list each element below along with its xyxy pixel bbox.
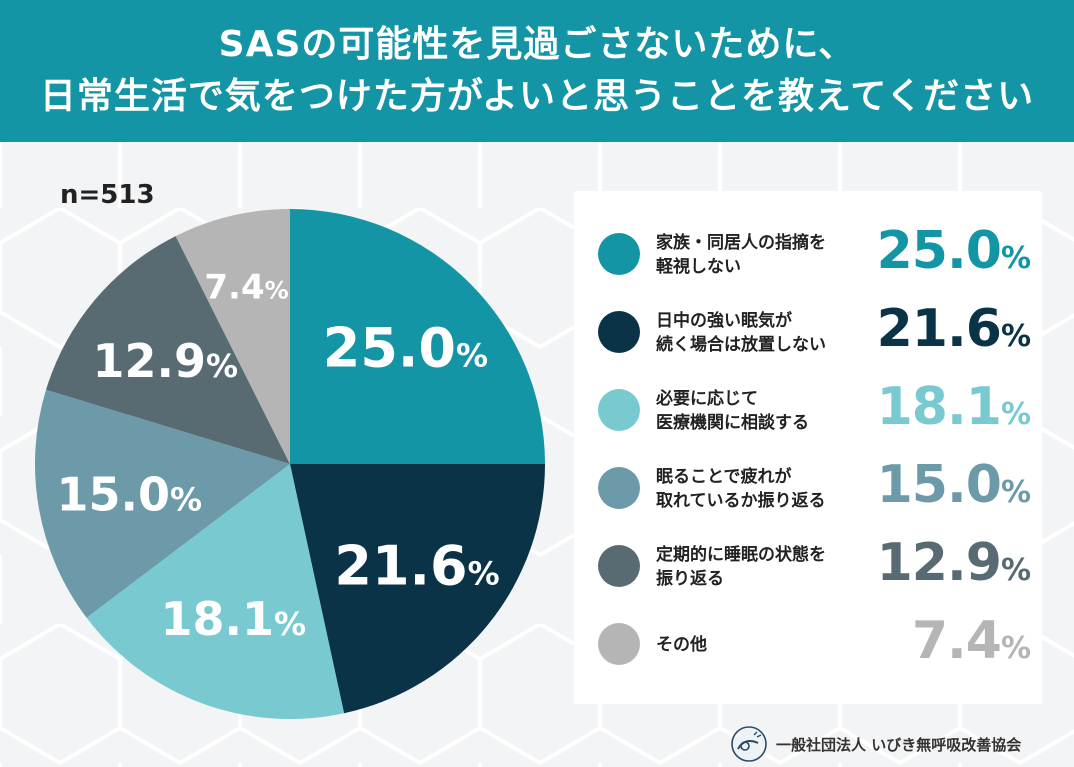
legend-value: 21.6% — [876, 299, 1031, 359]
legend-swatch — [598, 311, 640, 353]
pie-slice — [290, 209, 545, 464]
legend-swatch — [598, 623, 640, 665]
legend-item: 眠ることで疲れが 取れているか振り返る 15.0% — [574, 455, 1042, 531]
legend-label: 必要に応じて 医療機関に相談する — [656, 389, 809, 433]
legend-item: 家族・同居人の指摘を 軽視しない 25.0% — [574, 221, 1042, 297]
pie-slice-label: 25.0% — [323, 317, 488, 380]
footer: 一般社団法人 いびき無呼吸改善協会 — [730, 724, 1021, 764]
legend-label: 眠ることで疲れが 取れているか振り返る — [656, 467, 826, 511]
organization-name: 一般社団法人 いびき無呼吸改善協会 — [776, 735, 1022, 754]
legend-value: 18.1% — [876, 377, 1031, 437]
pie-slice-label: 18.1% — [160, 592, 306, 646]
organization-logo-icon — [731, 726, 767, 762]
legend-item: 定期的に睡眠の状態を 振り返る 12.9% — [574, 533, 1042, 609]
legend-swatch — [598, 233, 640, 275]
legend-panel: 家族・同居人の指摘を 軽視しない 25.0% 日中の強い眠気が 続く場合は放置しない… — [574, 191, 1042, 704]
pie-slice — [35, 389, 291, 618]
legend-value: 7.4% — [911, 611, 1031, 671]
legend-item: その他 7.4% — [574, 611, 1042, 687]
pie-slice-label: 12.9% — [92, 334, 238, 388]
pie-slice-label: 7.4% — [204, 267, 288, 307]
pie-slice — [290, 464, 545, 714]
pie-slice-label: 15.0% — [57, 468, 203, 522]
title-line-1: SASの可能性を見過ごさないために、 — [218, 24, 856, 65]
legend-swatch — [598, 389, 640, 431]
legend-value: 12.9% — [876, 533, 1031, 593]
legend-swatch — [598, 467, 640, 509]
legend-value: 15.0% — [876, 455, 1031, 515]
pie-slice-label: 21.6% — [334, 534, 499, 597]
pie-slice — [175, 209, 290, 464]
legend-label: その他 — [656, 635, 707, 655]
legend-label: 家族・同居人の指摘を 軽視しない — [656, 233, 826, 277]
legend-label: 日中の強い眠気が 続く場合は放置しない — [656, 311, 826, 355]
title-banner: SASの可能性を見過ごさないために、 日常生活で気をつけた方がよいと思うことを教… — [0, 0, 1074, 142]
sample-size: n=513 — [60, 180, 155, 210]
legend-item: 日中の強い眠気が 続く場合は放置しない 21.6% — [574, 299, 1042, 375]
pie-slice — [86, 464, 345, 719]
legend-swatch — [598, 545, 640, 587]
legend-value: 25.0% — [876, 221, 1031, 281]
legend-label: 定期的に睡眠の状態を 振り返る — [656, 545, 826, 589]
legend-item: 必要に応じて 医療機関に相談する 18.1% — [574, 377, 1042, 453]
pie-slice — [46, 236, 291, 464]
title-line-2: 日常生活で気をつけた方がよいと思うことを教えてください — [39, 76, 1035, 117]
